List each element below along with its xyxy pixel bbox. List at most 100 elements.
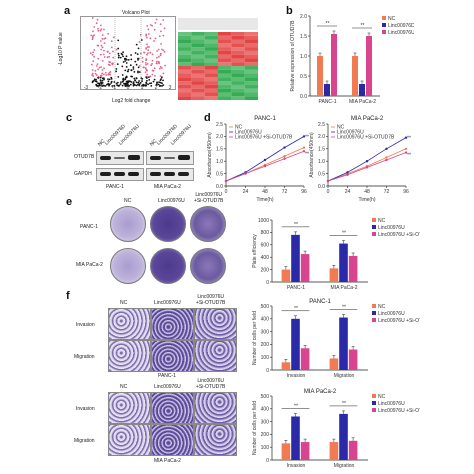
volcano-point [162,84,165,86]
volcano-point [135,63,138,66]
data-point [244,172,247,175]
bar [348,255,358,282]
legend-swatch [372,225,376,229]
volcano-point [154,22,157,24]
volcano-point [92,75,95,77]
volcano-point [97,57,99,60]
chart-d1: PANC-1 0.0 0.5 1.0 1.5 2.0 2.5 0 24 48 72 96 Time(h)… [207,116,309,202]
heatmap-cell [204,96,218,100]
volcano-point [100,48,103,51]
col-linc: Linc00976U [158,198,185,204]
volcano-point [135,81,138,84]
panel-label-f: f [66,290,70,302]
panel-label-c: c [66,112,73,124]
volcano-point [139,81,142,84]
volcano-point [137,70,139,73]
volcano-point [103,77,105,80]
volcano-point [156,84,158,86]
heatmap-cell [231,88,245,93]
volcano-point [91,17,94,19]
volcano-point [98,84,101,87]
f2-row-invasion: Invasion [76,406,95,412]
volcano-point [159,54,162,57]
bar [329,442,339,460]
volcano-point [127,80,129,83]
heatmap-cell [204,43,218,48]
heatmap-cell [204,47,218,51]
heatmap-cell [204,39,218,44]
volcano-point [134,79,137,82]
volcano-point [91,36,94,39]
heatmap-cell [191,66,205,70]
data-point [385,156,388,159]
heatmap-cell [244,32,258,36]
volcano-point [151,59,154,62]
heatmap-cell [231,96,245,100]
f1-inv-nc [108,308,151,340]
volcano-point [151,73,154,76]
well-mia-si [190,248,226,284]
chart-d2: MIA PaCa-2 0.0 0.5 1.0 1.5 2.0 2.5 0 24 48 72 96 Tim… [309,116,411,202]
volcano-xlabel: Log2 fold change [112,98,151,104]
volcano-point [135,84,138,87]
row-panc: PANC-1 [80,224,98,230]
volcano-point [162,79,164,82]
volcano-point [141,78,144,80]
volcano-point [117,56,120,59]
volcano-point [145,76,148,78]
heatmap-cell [244,81,258,85]
legend-label: Linc00976U +Si-OTUD7B [378,232,420,238]
panel-label-d: d [204,112,211,124]
heatmap-cell [204,66,218,70]
volcano-point [153,40,155,42]
volcano-point [125,62,128,64]
volcano-point [140,39,143,41]
heatmap-cell [191,77,205,82]
volcano-point [159,79,162,81]
volcano-point [115,48,118,51]
x-category-label: Migration [334,373,355,379]
heatmap-cell [191,73,205,78]
volcano-point [127,83,129,86]
heatmap-cell [178,88,192,93]
significance-mark: ** [342,231,346,237]
legend-swatch [372,304,376,308]
volcano-point [119,56,122,59]
volcano-point [112,50,114,53]
volcano-point [133,77,136,80]
x-tick-label: 96 [403,189,409,195]
volcano-point [124,60,127,62]
volcano-point [141,84,143,87]
volcano-point [141,57,144,59]
legend-swatch [382,16,386,20]
y-tick-label: 0.5 [300,74,307,80]
heatmap-cell [218,50,232,55]
volcano-point [96,63,99,65]
bar [281,269,291,282]
heatmap-cell [191,69,205,74]
volcano-point [129,83,132,86]
y-axis-label: Plate efficiency [252,234,258,268]
data-point [385,158,388,162]
volcano-point [137,66,140,69]
y-tick-label: 0.5 [216,171,223,177]
volcano-point [117,76,120,78]
y-tick-label: 1.5 [216,147,223,153]
significance-mark: ** [294,306,298,312]
data-point [283,146,286,149]
heatmap-cell [231,43,245,48]
y-tick-label: 2.5 [318,122,325,128]
volcano-point [115,68,118,70]
heatmap-cell [244,66,258,70]
volcano-point [99,29,102,32]
volcano-xtick: 1 [141,85,144,90]
heatmap-cell [178,77,192,82]
heatmap-cell [231,35,245,40]
volcano-point [100,24,102,27]
col-linc-si: Linc00976U +Si-OTUD7B [194,192,224,204]
volcano-point [138,83,141,85]
panel-a: Volcano Plot -3 -2 -1 0 1 2 3 Log2 fold change… [58,6,284,106]
volcano-xtick: 3 [169,85,172,90]
volcano-point [112,56,115,59]
data-point [365,160,369,163]
